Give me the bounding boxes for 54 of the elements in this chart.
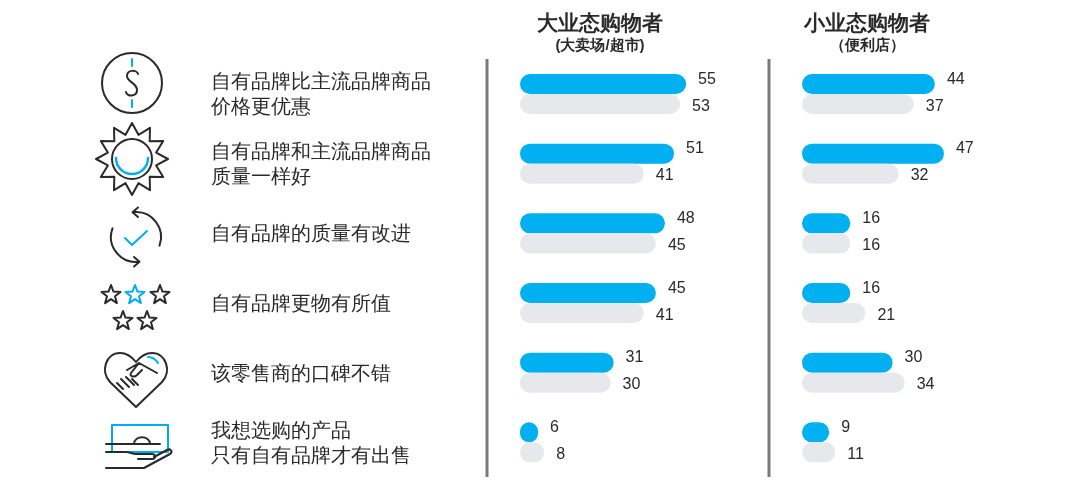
data-label: 48 (676, 208, 695, 226)
data-label: 11 (847, 444, 864, 462)
bar (520, 372, 611, 393)
chart-subtitle: （便利店） (828, 36, 906, 54)
y-tick-label: 我想选购的产品只有自有品牌才有出售 (211, 418, 411, 466)
data-label: 30 (904, 348, 923, 366)
bar (520, 94, 681, 114)
data-label: 32 (910, 166, 929, 184)
data-label: 16 (862, 208, 881, 226)
bar (520, 352, 614, 373)
bar (520, 233, 656, 254)
data-label: 41 (655, 305, 674, 323)
data-label: 55 (698, 69, 716, 87)
data-label: 37 (925, 96, 944, 114)
bar (802, 372, 905, 393)
bar (520, 143, 675, 164)
chart-subtitle: (大卖场/超市) (554, 36, 646, 54)
data-label: 47 (955, 139, 974, 157)
bar (520, 163, 644, 184)
chart-title: 小业态购物者 (803, 10, 931, 36)
data-label: 21 (877, 305, 896, 323)
y-tick-label: 自有品牌的质量有改进 (211, 222, 411, 245)
bar (520, 283, 656, 303)
bar (802, 352, 893, 373)
y-tick-label: 自有品牌比主流品牌商品价格更优惠 (210, 70, 431, 118)
bar (802, 303, 866, 323)
chart-title: 大业态购物者 (536, 10, 664, 36)
data-label: 45 (667, 235, 686, 253)
data-label: 6 (550, 417, 560, 435)
data-label: 34 (916, 375, 935, 393)
bar (802, 94, 914, 114)
bar (802, 143, 944, 164)
data-label: 53 (692, 96, 710, 114)
data-label: 30 (622, 375, 641, 393)
bar (802, 163, 899, 184)
data-label: 51 (686, 139, 704, 157)
y-tick-label: 自有品牌更物有所值 (211, 291, 391, 314)
data-label: 9 (841, 417, 851, 435)
data-label: 16 (862, 235, 881, 253)
bar (802, 283, 851, 303)
data-label: 8 (556, 444, 566, 462)
data-label: 44 (946, 69, 965, 87)
y-tick-label: 该零售商的口碑不错 (211, 361, 391, 384)
data-label: 16 (862, 278, 881, 296)
data-label: 41 (655, 166, 674, 184)
bar (520, 74, 687, 94)
bar (802, 74, 935, 94)
bar (520, 213, 665, 234)
data-label: 45 (667, 278, 686, 296)
data-label: 31 (625, 348, 644, 366)
y-tick-label: 自有品牌和主流品牌商品质量一样好 (211, 140, 431, 187)
bar (520, 303, 644, 323)
bar (802, 233, 851, 254)
bar (802, 213, 851, 234)
